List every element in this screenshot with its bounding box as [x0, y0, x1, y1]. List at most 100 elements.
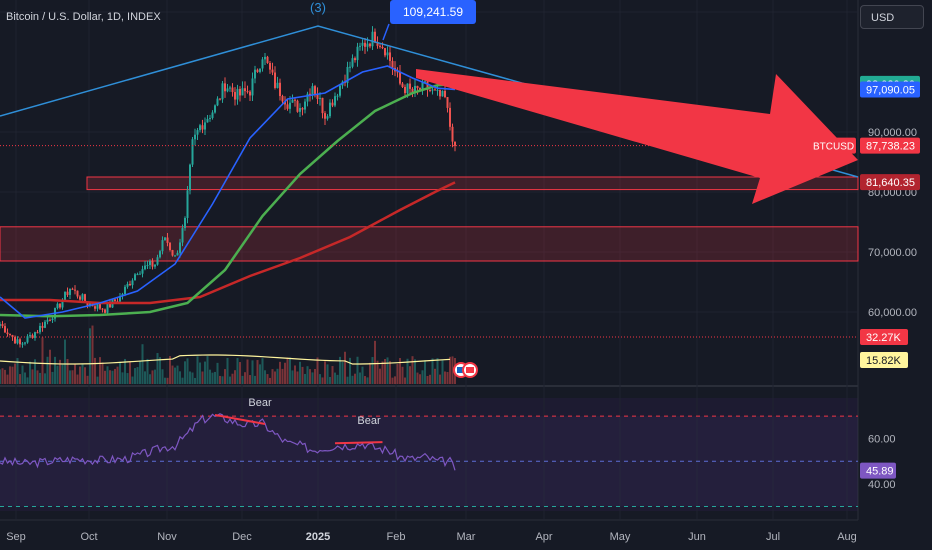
candle-body: [189, 164, 191, 191]
volume-bar: [31, 369, 34, 384]
candle-body: [156, 257, 159, 265]
volume-bar: [71, 370, 74, 384]
volume-bar: [149, 374, 151, 384]
candle-body: [266, 56, 269, 64]
candle-body: [216, 98, 219, 106]
volume-bar: [171, 365, 174, 384]
volume-bar: [409, 366, 411, 384]
candle-body: [199, 125, 201, 131]
volume-bar: [414, 359, 416, 384]
candle-body: [371, 31, 374, 47]
candle-body: [191, 139, 194, 165]
volume-bar: [394, 376, 396, 384]
rsi-value-badge: [860, 462, 896, 479]
volume-bar: [299, 361, 301, 384]
volume-bar: [246, 359, 249, 384]
candle-body: [46, 319, 49, 322]
candle-body: [104, 309, 106, 313]
volume-bar: [426, 375, 429, 384]
volume-bar: [419, 374, 421, 384]
volume-bar: [174, 367, 176, 384]
candle-body: [274, 72, 276, 88]
rsi-pane: [0, 398, 858, 511]
candle-body: [74, 289, 76, 291]
candle-body: [281, 96, 284, 102]
volume-bar: [121, 372, 124, 384]
candle-body: [71, 288, 74, 290]
volume-bar: [236, 358, 239, 384]
volume-bar: [66, 358, 69, 384]
volume-bar: [219, 375, 221, 384]
candle-body: [286, 104, 289, 109]
candle-body: [279, 82, 281, 97]
candle-body: [169, 242, 171, 251]
volume-bar: [336, 374, 339, 384]
volume-bar: [269, 377, 271, 384]
volume-bar: [144, 371, 146, 384]
candle-body: [451, 126, 454, 142]
candle-body: [376, 42, 379, 46]
candle-body: [206, 118, 209, 123]
bear-divergence-line: [334, 441, 383, 445]
candle-body: [129, 283, 131, 286]
volume-bar: [166, 377, 169, 384]
candle-body: [21, 343, 24, 345]
candle-body: [429, 90, 431, 92]
volume-bar: [126, 373, 129, 384]
time-tick-label: Jun: [688, 531, 706, 543]
volume-bar: [41, 337, 44, 384]
candle-body: [346, 66, 349, 83]
candle-body: [361, 42, 364, 46]
candle-body: [141, 269, 144, 274]
volume-bar: [324, 361, 326, 384]
candle-body: [244, 88, 246, 92]
candle-body: [239, 88, 241, 96]
rsi-tick-label: 60.00: [868, 434, 896, 446]
volume-bar: [104, 370, 106, 384]
volume-bar: [129, 361, 131, 384]
volume-bar: [306, 366, 309, 384]
time-tick-label: Sep: [6, 531, 26, 543]
volume-bar: [271, 369, 274, 384]
candle-body: [431, 89, 434, 91]
volume-bar: [189, 371, 191, 384]
volume-bar: [234, 370, 236, 384]
time-tick-label: Mar: [457, 531, 476, 543]
time-tick-label: Feb: [387, 531, 406, 543]
volume-bar: [19, 374, 21, 384]
volume-bar: [366, 377, 369, 384]
volume-bar: [314, 368, 316, 384]
bear-divergence-line: [214, 413, 266, 425]
candle-body: [309, 93, 311, 96]
volume-bar: [251, 360, 254, 384]
support-zones: [0, 176, 859, 262]
candle-body: [334, 96, 336, 106]
volume-bar: [289, 357, 291, 384]
candle-body: [19, 339, 21, 345]
volume-bar: [294, 365, 296, 384]
time-tick-label: May: [610, 531, 631, 543]
volume-bar: [86, 375, 89, 384]
candle-body: [284, 101, 286, 105]
volume-bar: [106, 366, 109, 384]
volume-bar: [211, 372, 214, 384]
candle-body: [51, 318, 54, 321]
volume-bar: [124, 358, 126, 384]
volume-bar: [196, 356, 199, 384]
candle-body: [94, 306, 96, 309]
volume-bar: [101, 362, 104, 384]
volume-bar: [274, 371, 276, 384]
time-tick-label: Apr: [535, 531, 552, 543]
rsi-tick-label: 40.00: [868, 479, 896, 491]
volume-bar: [154, 369, 156, 384]
currency-button[interactable]: USD: [860, 5, 924, 29]
candle-body: [159, 251, 161, 258]
candle-body: [404, 86, 406, 94]
candle-body: [96, 303, 99, 309]
peak-price-label: 109,241.59: [403, 5, 463, 19]
candle-body: [421, 81, 424, 91]
candle-body: [329, 102, 331, 117]
volume-bar: [4, 369, 6, 384]
volume-bar: [186, 358, 189, 384]
